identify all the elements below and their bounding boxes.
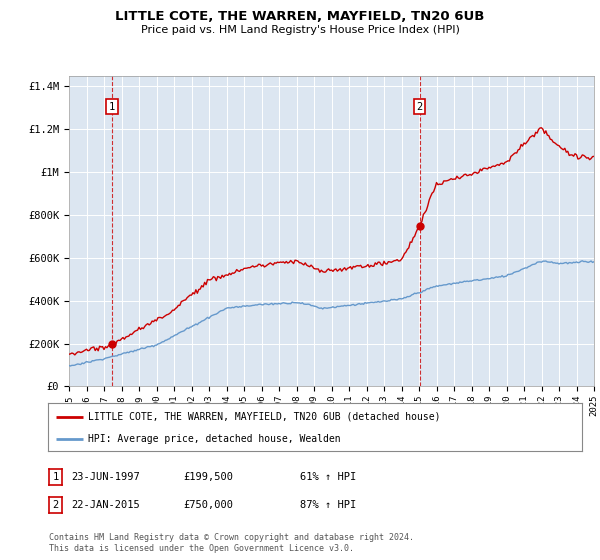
Text: £199,500: £199,500 — [183, 472, 233, 482]
Text: £750,000: £750,000 — [183, 500, 233, 510]
Text: 23-JUN-1997: 23-JUN-1997 — [71, 472, 140, 482]
Text: 87% ↑ HPI: 87% ↑ HPI — [300, 500, 356, 510]
Text: 1: 1 — [53, 472, 59, 482]
Text: HPI: Average price, detached house, Wealden: HPI: Average price, detached house, Weal… — [88, 434, 341, 444]
Text: LITTLE COTE, THE WARREN, MAYFIELD, TN20 6UB (detached house): LITTLE COTE, THE WARREN, MAYFIELD, TN20 … — [88, 412, 440, 422]
Text: 2: 2 — [53, 500, 59, 510]
Text: 22-JAN-2015: 22-JAN-2015 — [71, 500, 140, 510]
Text: Contains HM Land Registry data © Crown copyright and database right 2024.
This d: Contains HM Land Registry data © Crown c… — [49, 533, 414, 553]
Text: 2: 2 — [416, 102, 423, 111]
Text: LITTLE COTE, THE WARREN, MAYFIELD, TN20 6UB: LITTLE COTE, THE WARREN, MAYFIELD, TN20 … — [115, 10, 485, 23]
Text: 61% ↑ HPI: 61% ↑ HPI — [300, 472, 356, 482]
Text: 1: 1 — [109, 102, 115, 111]
Text: Price paid vs. HM Land Registry's House Price Index (HPI): Price paid vs. HM Land Registry's House … — [140, 25, 460, 35]
